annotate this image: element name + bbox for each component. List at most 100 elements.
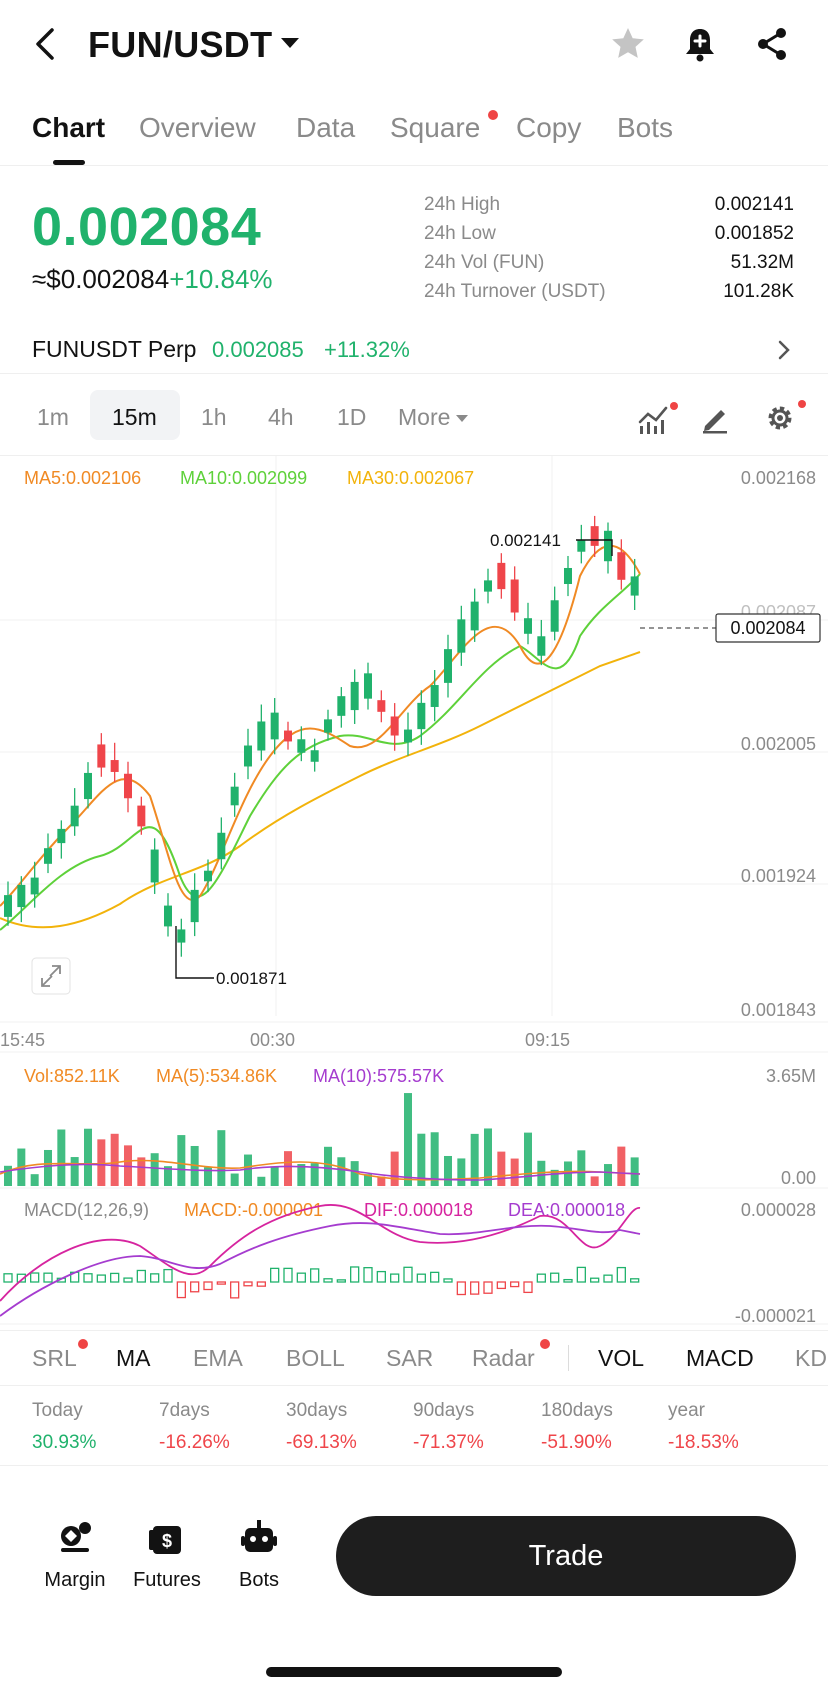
pair-dropdown-caret-icon[interactable] [281, 38, 299, 48]
interval-1h[interactable]: 1h [201, 404, 227, 430]
interval-15m[interactable]: 15m [112, 404, 157, 430]
candle-body [430, 685, 439, 707]
volume-bar [310, 1163, 319, 1186]
interval-1m[interactable]: 1m [37, 404, 69, 430]
nav-bots[interactable]: Bots [214, 1518, 304, 1592]
macd-bar [16, 1273, 26, 1283]
macd-bar [30, 1272, 40, 1283]
back-arrow-icon[interactable] [26, 24, 66, 64]
perf-value-90days: -71.37% [413, 1432, 484, 1453]
volume-bar [630, 1157, 639, 1186]
price-alert-bell-icon[interactable] [680, 24, 720, 64]
candle-body [217, 832, 226, 860]
ind-tab-sar[interactable]: SAR [386, 1345, 434, 1371]
candle-body [604, 530, 612, 562]
macd-bar [243, 1281, 253, 1287]
nav-futures[interactable]: $ Futures [122, 1518, 212, 1592]
volume-bar [617, 1146, 626, 1186]
interval-more[interactable]: More [398, 404, 469, 431]
volume-bar [604, 1164, 612, 1186]
vol-ma10-legend: MA(10):575.57K [313, 1066, 444, 1086]
volume-bar [444, 1155, 452, 1186]
tab-square[interactable]: Square [390, 112, 481, 143]
candle-body [137, 805, 146, 827]
trade-button[interactable]: Trade [336, 1516, 796, 1596]
tab-copy[interactable]: Copy [516, 112, 582, 143]
macd-bar [136, 1269, 146, 1283]
macd-bar [510, 1281, 520, 1288]
tab-overview[interactable]: Overview [139, 112, 256, 143]
draw-pencil-icon[interactable] [699, 402, 731, 434]
ind-tab-kd[interactable]: KD [795, 1345, 827, 1371]
macd-bar [523, 1281, 533, 1294]
interval-4h[interactable]: 4h [268, 404, 294, 430]
perf-label-year: year [668, 1400, 705, 1421]
candle-body [190, 889, 199, 923]
candle-body [617, 552, 626, 580]
indicators-icon[interactable] [636, 402, 670, 436]
ind-tab-ma[interactable]: MA [116, 1345, 151, 1371]
time-axis-label-2: 00:30 [250, 1030, 295, 1050]
candle-body [70, 805, 79, 827]
pair-title[interactable]: FUN/USDT [88, 24, 273, 65]
volume-bar [350, 1161, 359, 1186]
candle-body [417, 702, 426, 730]
volume-bar [244, 1154, 252, 1186]
chart-settings-gear-icon[interactable] [764, 402, 796, 434]
macd-bar [216, 1281, 226, 1285]
ma5-legend: MA5:0.002106 [24, 468, 141, 488]
ind-tab-radar[interactable]: Radar [472, 1345, 535, 1371]
candle-body [377, 700, 386, 712]
macd-bar [43, 1272, 53, 1283]
nav-margin[interactable]: Margin [30, 1518, 120, 1592]
volume-bar [364, 1174, 372, 1186]
perf-value-today: 30.93% [32, 1432, 97, 1453]
macd-title: MACD(12,26,9) [24, 1200, 149, 1220]
square-notification-dot [488, 110, 498, 120]
tab-data[interactable]: Data [296, 112, 356, 143]
candle-body [497, 562, 506, 590]
candlestick-chart[interactable]: MA5:0.002106 MA10:0.002099 MA30:0.002067… [0, 456, 828, 1330]
macd-bar [590, 1277, 600, 1283]
share-icon[interactable] [752, 24, 792, 64]
candle-body [470, 601, 479, 631]
vol-ma5-line [0, 1159, 641, 1181]
macd-bar [376, 1270, 386, 1283]
vol-axis-zero: 0.00 [781, 1168, 816, 1188]
ind-tab-ema[interactable]: EMA [193, 1345, 243, 1371]
stat-value-24h-low: 0.001852 [714, 223, 794, 244]
macd-bar [443, 1278, 453, 1283]
star-favorite-icon[interactable] [608, 24, 648, 64]
ind-tab-macd[interactable]: MACD [686, 1345, 754, 1371]
macd-bar [483, 1281, 493, 1294]
candle-body [337, 696, 346, 716]
ind-tab-vol[interactable]: VOL [598, 1345, 645, 1371]
more-caret-icon [456, 415, 469, 423]
volume-bar [217, 1130, 226, 1186]
volume-bar [150, 1153, 159, 1186]
tab-bots[interactable]: Bots [617, 112, 674, 143]
macd-bar [616, 1266, 626, 1283]
macd-bar [270, 1267, 280, 1283]
perf-label-90days: 90days [413, 1400, 475, 1421]
macd-bar [456, 1281, 466, 1296]
perf-label-30days: 30days [286, 1400, 348, 1421]
volume-bar [270, 1166, 279, 1186]
candle-body [444, 649, 452, 683]
volume-bar [510, 1158, 519, 1186]
interval-1d[interactable]: 1D [337, 404, 367, 430]
volume-bar [4, 1165, 12, 1186]
volume-bar [577, 1150, 586, 1186]
tab-chart[interactable]: Chart [32, 112, 106, 143]
ind-tab-boll[interactable]: BOLL [286, 1345, 345, 1371]
price-axis-label-3: 0.002005 [741, 734, 816, 754]
perf-label-today: Today [32, 1400, 83, 1421]
ind-tab-srl[interactable]: SRL [32, 1345, 77, 1371]
volume-bar [84, 1128, 92, 1186]
low-marker-label: 0.001871 [216, 969, 287, 988]
macd-bar [363, 1267, 373, 1283]
macd-bar [256, 1281, 266, 1287]
volume-bar [324, 1146, 332, 1186]
macd-bar [230, 1281, 240, 1299]
perp-link-row[interactable]: FUNUSDT Perp 0.002085 +11.32% [0, 326, 828, 374]
